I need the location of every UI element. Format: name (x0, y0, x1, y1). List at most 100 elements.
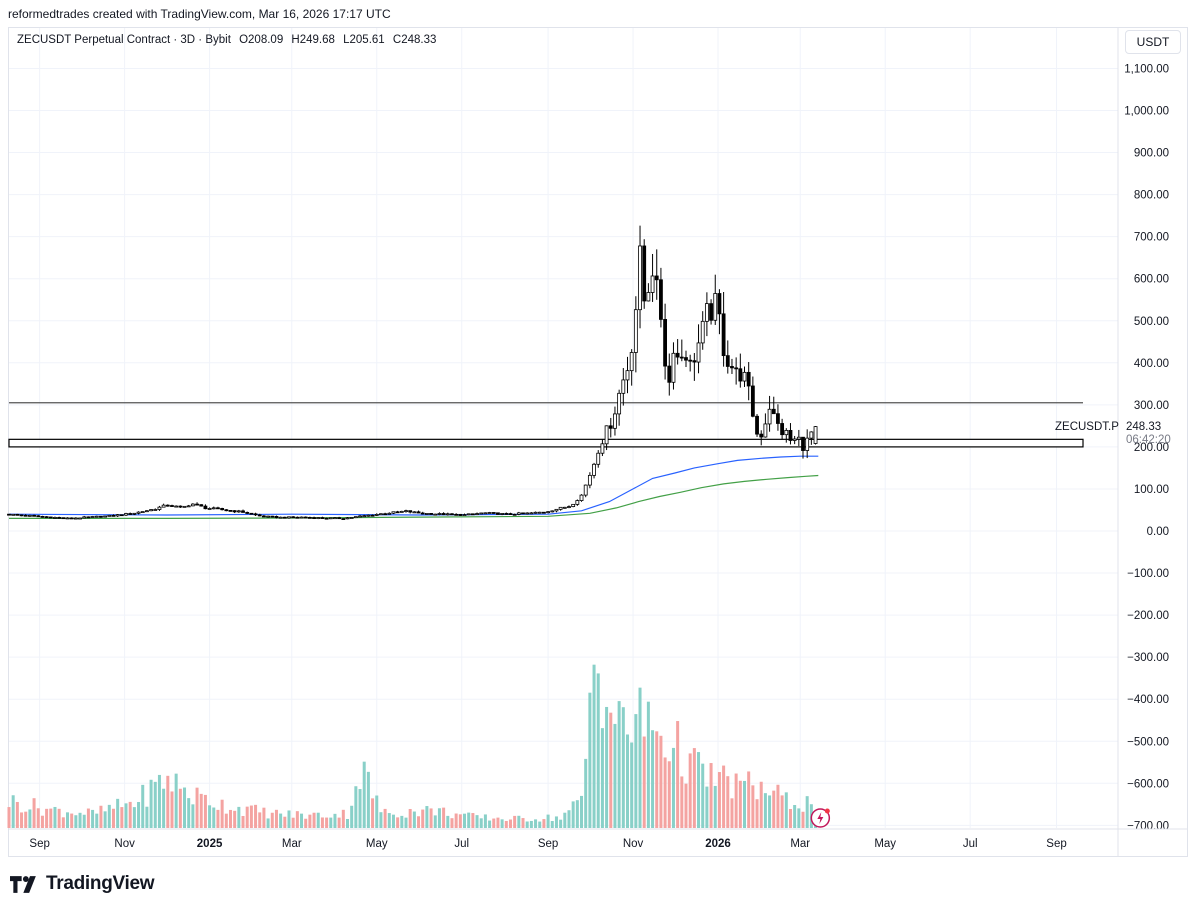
candle-body (27, 514, 32, 517)
volume-bar (638, 687, 642, 828)
candle-body (567, 506, 571, 508)
volume-bar (350, 805, 354, 828)
volume-bar (722, 765, 726, 828)
candle-body (424, 513, 429, 515)
candle-body (404, 510, 408, 513)
volume-bar (759, 781, 763, 828)
candle-body (533, 511, 538, 514)
candle-body (742, 371, 747, 382)
candle-body (470, 513, 475, 516)
volume-bar (417, 816, 421, 828)
volume-bar (274, 809, 278, 828)
candle-body (654, 275, 659, 281)
tradingview-logo-icon (10, 875, 36, 893)
volume-bar (203, 794, 207, 828)
candle-body (621, 379, 626, 394)
volume-bar (396, 817, 400, 828)
volume-bar (705, 786, 709, 828)
volume-bar (362, 761, 366, 828)
candle-body (521, 512, 525, 515)
candle-body (663, 319, 668, 367)
currency-button[interactable]: USDT (1125, 30, 1181, 54)
volume-bar (584, 758, 588, 828)
volume-bar (7, 807, 11, 828)
volume-bar (383, 808, 387, 828)
volume-bar (228, 809, 232, 828)
candle-body (667, 365, 672, 383)
candle-body (454, 513, 459, 516)
x-tick-label: May (874, 838, 896, 850)
candle-body (638, 245, 642, 311)
volume-bar (684, 783, 688, 828)
candle-body (383, 513, 388, 516)
x-tick-label: Sep (538, 838, 558, 850)
candle-body (145, 510, 149, 513)
volume-bar (220, 799, 224, 828)
volume-bar (768, 795, 772, 828)
candle-body (316, 517, 321, 519)
volume-bar (233, 810, 237, 828)
candle-body (207, 508, 212, 510)
candle-body (232, 510, 237, 513)
volume-bar (32, 798, 36, 828)
candle-body (61, 517, 66, 520)
volume-bar (412, 811, 416, 828)
y-tick-label: 1,000.00 (1124, 106, 1169, 118)
candle-body (48, 516, 53, 519)
volume-bar (467, 812, 471, 828)
volume-bar (450, 818, 454, 828)
candle-body (73, 517, 78, 520)
candle-body (245, 512, 250, 514)
candle-body (617, 392, 622, 415)
candle-body (253, 513, 258, 516)
candle-body (688, 359, 693, 362)
last-price-tag: 248.33 06:42:20 (1126, 421, 1171, 447)
candle-body (320, 517, 325, 519)
candle-body (307, 517, 312, 519)
candle-body (738, 368, 743, 382)
volume-bar (387, 813, 391, 828)
volume-bar (592, 664, 596, 828)
volume-bar (642, 736, 646, 828)
volume-bar (308, 814, 312, 828)
candle-body (487, 512, 492, 514)
y-tick-label: 400.00 (1134, 358, 1169, 370)
candle-body (659, 279, 663, 320)
volume-bar (270, 812, 274, 828)
volume-bar (245, 806, 249, 828)
y-tick-label: −100.00 (1127, 568, 1169, 580)
candle-body (182, 505, 187, 508)
candle-body (190, 503, 195, 507)
volume-bar (166, 775, 170, 828)
candle-body (337, 517, 342, 520)
volume-bar (107, 804, 111, 828)
volume-bar (475, 815, 479, 828)
x-tick-label: Mar (790, 838, 810, 850)
candle-body (395, 511, 400, 514)
candle-body (287, 516, 291, 519)
candle-body (709, 303, 713, 321)
candle-body (358, 515, 362, 518)
candle-body (249, 512, 254, 515)
candle-body (345, 517, 350, 520)
candle-body (462, 514, 467, 517)
volume-bar (630, 742, 634, 828)
volume-bar (70, 813, 74, 828)
legend-title: ZECUSDT Perpetual Contract · 3D · Bybit (17, 34, 231, 46)
candle-body (107, 514, 112, 517)
y-tick-label: 0.00 (1147, 526, 1169, 538)
candle-body (136, 511, 141, 514)
symbol-price-label: ZECUSDT.P (1055, 421, 1119, 433)
brand[interactable]: TradingView (10, 873, 155, 895)
volume-bar (404, 817, 408, 828)
candle-body (542, 511, 546, 514)
volume-bar (646, 701, 650, 828)
candle-body (508, 513, 513, 515)
volume-bar (747, 771, 751, 828)
support-zone-rect (8, 438, 1084, 448)
volume-bar (333, 813, 337, 828)
volume-bar (692, 748, 696, 828)
candle-body (546, 511, 550, 514)
volume-bar (421, 809, 425, 828)
